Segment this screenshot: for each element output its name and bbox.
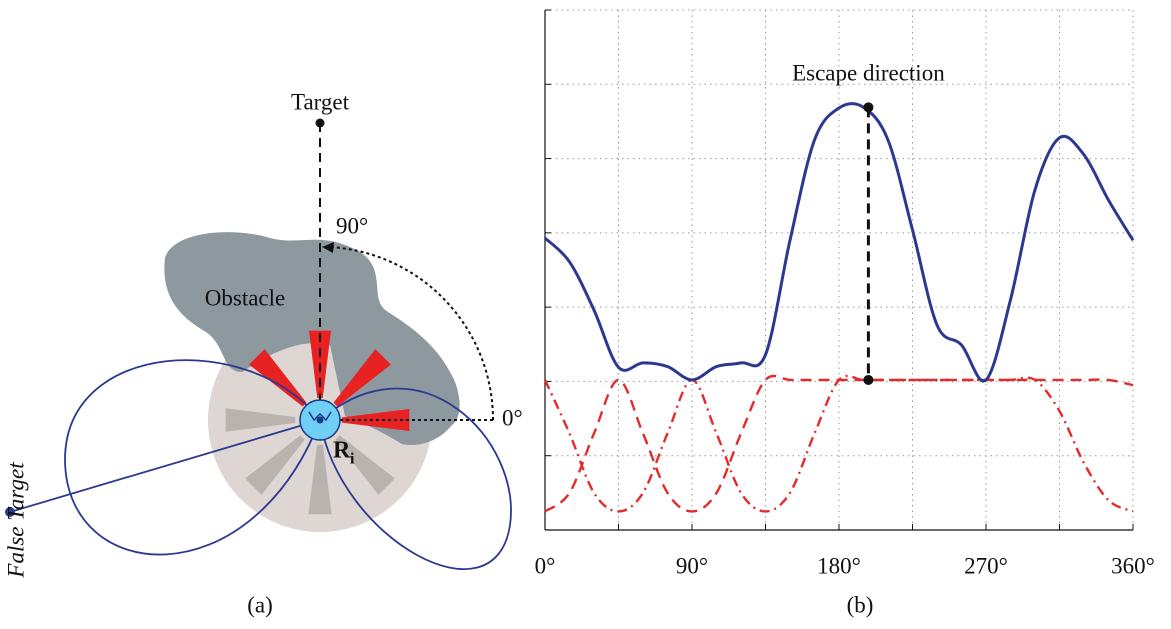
- wedge: [335, 435, 395, 495]
- panel-a: Target 90° Obstacle 0° R i False Target …: [3, 89, 522, 617]
- caption: (a): [247, 592, 273, 617]
- robot-subscript: i: [350, 451, 355, 468]
- wedge: [333, 349, 391, 407]
- false-target-line: [9, 419, 321, 513]
- arrow-head: [322, 242, 334, 253]
- panel-b: (b) 0° 90° 180° 270° 360° Escape direction: [535, 9, 1155, 617]
- false-target-dot: [5, 507, 15, 517]
- x-tick-label: 180°: [817, 553, 861, 578]
- angle-label: 90°: [336, 213, 368, 238]
- x-tick-label: 270°: [964, 553, 1008, 578]
- escape-base: [863, 374, 874, 385]
- x-tick-label: 0°: [535, 553, 556, 578]
- series-line: [544, 374, 1134, 513]
- annotation: Escape direction: [792, 61, 945, 86]
- wedge: [225, 408, 296, 432]
- wedge: [341, 409, 410, 431]
- target-label: Target: [291, 89, 350, 114]
- robot-icon: [308, 411, 332, 422]
- target-dot: [315, 118, 325, 128]
- field-lobes: [64, 359, 512, 570]
- x-tick-label: 360°: [1111, 553, 1155, 578]
- obstacle-label: Obstacle: [205, 285, 285, 310]
- angle-label: 0°: [502, 405, 523, 430]
- x-tick-label: 90°: [676, 553, 708, 578]
- robot-label: R: [333, 438, 351, 464]
- caption: (b): [847, 592, 874, 617]
- escape-point: [863, 102, 874, 113]
- angle-arc: [329, 246, 495, 421]
- wedge: [308, 444, 332, 515]
- robot-center: [316, 416, 324, 424]
- series-line: [543, 102, 1135, 383]
- wedge: [245, 435, 305, 495]
- false-target-label: False Target: [3, 462, 28, 579]
- sensor-wedges: [225, 408, 395, 515]
